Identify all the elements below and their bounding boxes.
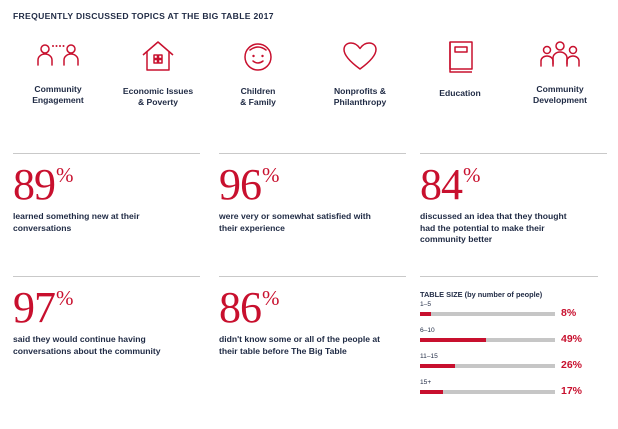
stat-number: 89 xyxy=(13,160,56,209)
table-size-label: 1–5 xyxy=(420,301,432,308)
stat-didnt-know-people: 86 % didn't know some or all of the peop… xyxy=(219,276,409,357)
stat-percent: % xyxy=(262,286,280,310)
table-size-value: 26% xyxy=(561,359,583,371)
stat-value: 96 % xyxy=(219,163,409,207)
table-size-label: 6–10 xyxy=(420,327,435,334)
bar-track xyxy=(420,364,555,368)
stat-value: 97 % xyxy=(13,286,203,330)
stat-text: said they would continue having conversa… xyxy=(13,334,161,356)
topic-education: Education xyxy=(412,40,508,99)
bar-track xyxy=(420,312,555,316)
group-icon xyxy=(540,41,580,67)
divider xyxy=(13,153,200,154)
table-size-value: 49% xyxy=(561,333,583,345)
bar-track xyxy=(420,390,555,394)
stat-satisfied: 96 % were very or somewhat satisfied wit… xyxy=(219,153,409,234)
stat-text: discussed an idea that they thought had … xyxy=(420,211,567,244)
table-size-row-15-plus: 15+ 17% xyxy=(420,377,610,403)
stat-number: 86 xyxy=(219,283,262,332)
topic-nonprofits-philanthropy: Nonprofits & Philanthropy xyxy=(312,40,408,108)
page-title: FREQUENTLY DISCUSSED TOPICS AT THE BIG T… xyxy=(13,11,274,21)
stat-discussed-idea: 84 % discussed an idea that they thought… xyxy=(420,153,610,246)
topic-label: Nonprofits & Philanthropy xyxy=(333,86,387,107)
bar-track xyxy=(420,338,555,342)
house-icon xyxy=(142,41,174,71)
topic-economic-issues: Economic Issues & Poverty xyxy=(110,40,206,108)
child-face-icon xyxy=(244,43,272,71)
stat-text: were very or somewhat satisfied with the… xyxy=(219,211,371,233)
table-size-chart: TABLE SIZE (by number of people) 1–5 8% 6–… xyxy=(420,276,610,403)
stat-number: 97 xyxy=(13,283,56,332)
stat-number: 96 xyxy=(219,160,262,209)
stat-text: learned something new at their conversat… xyxy=(13,211,140,233)
stat-continue-conversations: 97 % said they would continue having con… xyxy=(13,276,203,357)
table-size-value: 17% xyxy=(561,385,583,397)
divider xyxy=(219,276,406,277)
stat-text: didn't know some or all of the people at… xyxy=(219,334,381,356)
table-size-title: TABLE SIZE (by number of people) xyxy=(420,290,543,299)
stat-value: 86 % xyxy=(219,286,409,330)
topic-community-development: Community Development xyxy=(512,40,608,106)
stat-learned-something-new: 89 % learned something new at their conv… xyxy=(13,153,203,234)
table-size-value: 8% xyxy=(561,307,577,319)
divider xyxy=(420,276,598,277)
book-icon xyxy=(449,41,473,73)
table-size-row-11-15: 11–15 26% xyxy=(420,351,610,377)
bar-fill xyxy=(420,364,456,368)
bar-fill xyxy=(420,312,431,316)
table-size-row-6-10: 6–10 49% xyxy=(420,325,610,351)
bar-fill xyxy=(420,390,443,394)
bar-fill xyxy=(420,338,487,342)
divider xyxy=(420,153,607,154)
stat-percent: % xyxy=(262,163,280,187)
stat-percent: % xyxy=(56,286,74,310)
topic-label: Children & Family xyxy=(240,86,276,107)
topic-label: Community Engagement xyxy=(32,84,84,105)
table-size-rows: 1–5 8% 6–10 49% 11–15 26% 15+ 17% xyxy=(420,299,610,403)
divider xyxy=(219,153,406,154)
table-size-label: 11–15 xyxy=(420,353,438,360)
topic-community-engagement: Community Engagement xyxy=(10,40,106,106)
topic-label: Community Development xyxy=(533,84,587,105)
stat-value: 89 % xyxy=(13,163,203,207)
stat-value: 84 % xyxy=(420,163,610,207)
table-size-row-1-5: 1–5 8% xyxy=(420,299,610,325)
topic-label: Education xyxy=(439,88,481,98)
divider xyxy=(13,276,200,277)
topic-children-family: Children & Family xyxy=(210,40,306,108)
table-size-label: 15+ xyxy=(420,379,432,386)
community-people-icon xyxy=(37,44,79,66)
stat-percent: % xyxy=(463,163,481,187)
heart-icon xyxy=(343,42,377,70)
topic-label: Economic Issues & Poverty xyxy=(122,86,194,107)
stat-number: 84 xyxy=(420,160,463,209)
stat-percent: % xyxy=(56,163,74,187)
